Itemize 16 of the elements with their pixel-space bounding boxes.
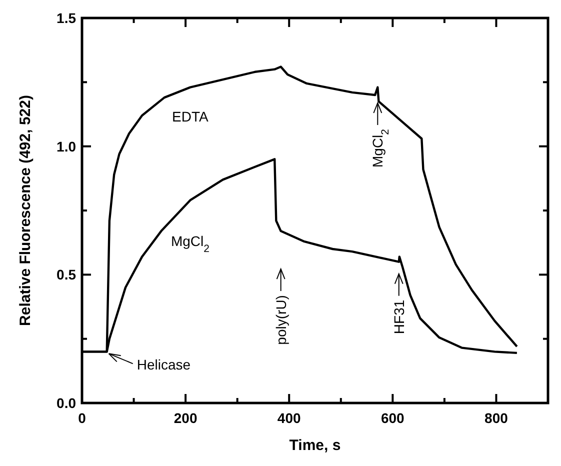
y-tick-label: 1.5	[56, 10, 76, 26]
y-tick-label: 0.5	[56, 266, 76, 283]
x-tick-label: 600	[380, 410, 405, 426]
x-tick-label: 200	[174, 410, 198, 426]
annotation: poly(rU)	[272, 295, 289, 345]
x-axis-title: Time, s	[289, 437, 341, 454]
x-tick-label: 800	[484, 410, 508, 426]
y-axis-title: Relative Fluorescence (492, 522)	[17, 95, 34, 326]
annotation: Helicase	[136, 356, 191, 373]
series-label: MgCl$_{2}$	[170, 233, 210, 256]
x-tick-label: 0	[78, 410, 86, 426]
series-label: EDTA	[172, 108, 210, 124]
annotation: HF31	[390, 300, 407, 334]
y-tick-label: 0.0	[56, 395, 76, 411]
x-tick-label: 400	[277, 410, 302, 426]
y-tick-label: 1.0	[56, 138, 76, 154]
